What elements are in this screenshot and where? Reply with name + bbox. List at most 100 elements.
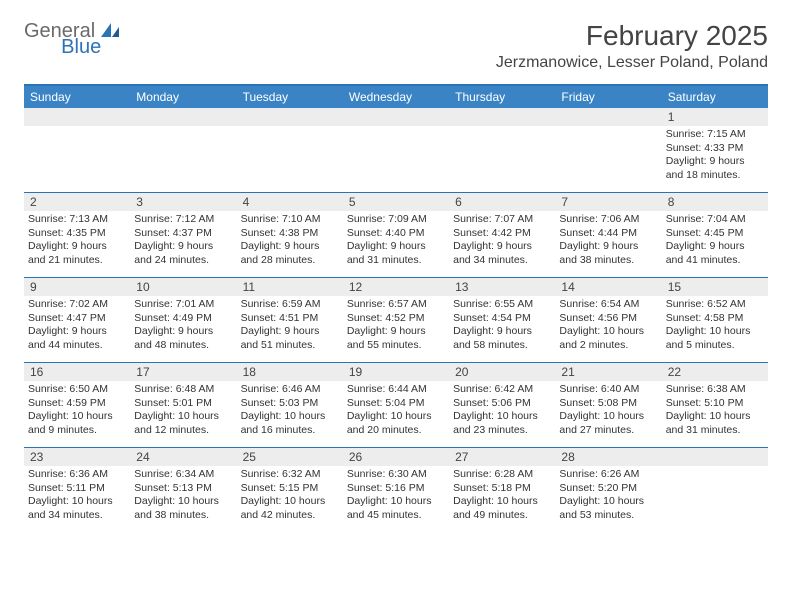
daylight-text: Daylight: 9 hours and 41 minutes. xyxy=(666,240,764,267)
day-number: 26 xyxy=(343,448,449,466)
logo-text-blue: Blue xyxy=(61,36,101,59)
sunset-text: Sunset: 5:01 PM xyxy=(134,397,232,411)
day-body: Sunrise: 6:42 AMSunset: 5:06 PMDaylight:… xyxy=(449,381,555,442)
day-number: 28 xyxy=(555,448,661,466)
day-number: 17 xyxy=(130,363,236,381)
day-body: Sunrise: 6:52 AMSunset: 4:58 PMDaylight:… xyxy=(662,296,768,357)
day-cell: 10Sunrise: 7:01 AMSunset: 4:49 PMDayligh… xyxy=(130,278,236,362)
day-body: Sunrise: 6:40 AMSunset: 5:08 PMDaylight:… xyxy=(555,381,661,442)
day-cell: 27Sunrise: 6:28 AMSunset: 5:18 PMDayligh… xyxy=(449,448,555,532)
day-number: 3 xyxy=(130,193,236,211)
sunset-text: Sunset: 4:45 PM xyxy=(666,227,764,241)
sunset-text: Sunset: 4:52 PM xyxy=(347,312,445,326)
day-cell: 22Sunrise: 6:38 AMSunset: 5:10 PMDayligh… xyxy=(662,363,768,447)
day-number: 18 xyxy=(237,363,343,381)
day-cell xyxy=(24,108,130,192)
sunrise-text: Sunrise: 6:42 AM xyxy=(453,383,551,397)
day-number: 20 xyxy=(449,363,555,381)
day-body: Sunrise: 6:46 AMSunset: 5:03 PMDaylight:… xyxy=(237,381,343,442)
daylight-text: Daylight: 9 hours and 38 minutes. xyxy=(559,240,657,267)
daylight-text: Daylight: 9 hours and 31 minutes. xyxy=(347,240,445,267)
sunrise-text: Sunrise: 6:55 AM xyxy=(453,298,551,312)
sunrise-text: Sunrise: 7:01 AM xyxy=(134,298,232,312)
day-cell: 13Sunrise: 6:55 AMSunset: 4:54 PMDayligh… xyxy=(449,278,555,362)
sunset-text: Sunset: 4:33 PM xyxy=(666,142,764,156)
sunrise-text: Sunrise: 6:40 AM xyxy=(559,383,657,397)
day-number xyxy=(343,108,449,126)
week-row: 23Sunrise: 6:36 AMSunset: 5:11 PMDayligh… xyxy=(24,447,768,532)
sunrise-text: Sunrise: 6:54 AM xyxy=(559,298,657,312)
day-cell: 1Sunrise: 7:15 AMSunset: 4:33 PMDaylight… xyxy=(662,108,768,192)
day-body: Sunrise: 6:54 AMSunset: 4:56 PMDaylight:… xyxy=(555,296,661,357)
day-number xyxy=(130,108,236,126)
day-number: 8 xyxy=(662,193,768,211)
day-cell: 5Sunrise: 7:09 AMSunset: 4:40 PMDaylight… xyxy=(343,193,449,277)
sunrise-text: Sunrise: 6:44 AM xyxy=(347,383,445,397)
day-number: 24 xyxy=(130,448,236,466)
header: General Blue February 2025 Jerzmanowice,… xyxy=(24,20,768,72)
sunset-text: Sunset: 5:10 PM xyxy=(666,397,764,411)
daylight-text: Daylight: 10 hours and 53 minutes. xyxy=(559,495,657,522)
day-body: Sunrise: 7:13 AMSunset: 4:35 PMDaylight:… xyxy=(24,211,130,272)
daylight-text: Daylight: 9 hours and 44 minutes. xyxy=(28,325,126,352)
day-body: Sunrise: 6:36 AMSunset: 5:11 PMDaylight:… xyxy=(24,466,130,527)
daylight-text: Daylight: 10 hours and 38 minutes. xyxy=(134,495,232,522)
day-cell: 20Sunrise: 6:42 AMSunset: 5:06 PMDayligh… xyxy=(449,363,555,447)
daylight-text: Daylight: 10 hours and 34 minutes. xyxy=(28,495,126,522)
day-cell: 21Sunrise: 6:40 AMSunset: 5:08 PMDayligh… xyxy=(555,363,661,447)
sunset-text: Sunset: 5:03 PM xyxy=(241,397,339,411)
day-number: 11 xyxy=(237,278,343,296)
day-number: 14 xyxy=(555,278,661,296)
sunrise-text: Sunrise: 6:36 AM xyxy=(28,468,126,482)
sunrise-text: Sunrise: 6:46 AM xyxy=(241,383,339,397)
day-number: 22 xyxy=(662,363,768,381)
day-body: Sunrise: 6:28 AMSunset: 5:18 PMDaylight:… xyxy=(449,466,555,527)
dow-tuesday: Tuesday xyxy=(237,86,343,108)
sunrise-text: Sunrise: 6:50 AM xyxy=(28,383,126,397)
day-body: Sunrise: 6:38 AMSunset: 5:10 PMDaylight:… xyxy=(662,381,768,442)
sunset-text: Sunset: 5:08 PM xyxy=(559,397,657,411)
day-cell: 24Sunrise: 6:34 AMSunset: 5:13 PMDayligh… xyxy=(130,448,236,532)
sunrise-text: Sunrise: 7:13 AM xyxy=(28,213,126,227)
day-number xyxy=(449,108,555,126)
daylight-text: Daylight: 10 hours and 9 minutes. xyxy=(28,410,126,437)
logo-sail-icon xyxy=(99,21,121,42)
daylight-text: Daylight: 9 hours and 24 minutes. xyxy=(134,240,232,267)
day-body: Sunrise: 7:01 AMSunset: 4:49 PMDaylight:… xyxy=(130,296,236,357)
day-cell xyxy=(343,108,449,192)
daylight-text: Daylight: 10 hours and 31 minutes. xyxy=(666,410,764,437)
day-cell: 26Sunrise: 6:30 AMSunset: 5:16 PMDayligh… xyxy=(343,448,449,532)
sunset-text: Sunset: 4:49 PM xyxy=(134,312,232,326)
day-number: 9 xyxy=(24,278,130,296)
sunrise-text: Sunrise: 7:07 AM xyxy=(453,213,551,227)
daylight-text: Daylight: 10 hours and 23 minutes. xyxy=(453,410,551,437)
day-cell: 6Sunrise: 7:07 AMSunset: 4:42 PMDaylight… xyxy=(449,193,555,277)
sunset-text: Sunset: 5:04 PM xyxy=(347,397,445,411)
week-row: 1Sunrise: 7:15 AMSunset: 4:33 PMDaylight… xyxy=(24,108,768,192)
daylight-text: Daylight: 10 hours and 49 minutes. xyxy=(453,495,551,522)
sunset-text: Sunset: 5:18 PM xyxy=(453,482,551,496)
day-body: Sunrise: 6:26 AMSunset: 5:20 PMDaylight:… xyxy=(555,466,661,527)
daylight-text: Daylight: 9 hours and 21 minutes. xyxy=(28,240,126,267)
day-body: Sunrise: 7:10 AMSunset: 4:38 PMDaylight:… xyxy=(237,211,343,272)
day-cell: 18Sunrise: 6:46 AMSunset: 5:03 PMDayligh… xyxy=(237,363,343,447)
daylight-text: Daylight: 10 hours and 16 minutes. xyxy=(241,410,339,437)
day-number: 6 xyxy=(449,193,555,211)
day-number: 15 xyxy=(662,278,768,296)
sunrise-text: Sunrise: 7:06 AM xyxy=(559,213,657,227)
dow-monday: Monday xyxy=(130,86,236,108)
sunrise-text: Sunrise: 6:26 AM xyxy=(559,468,657,482)
day-number: 10 xyxy=(130,278,236,296)
sunrise-text: Sunrise: 7:02 AM xyxy=(28,298,126,312)
day-number: 2 xyxy=(24,193,130,211)
day-cell: 16Sunrise: 6:50 AMSunset: 4:59 PMDayligh… xyxy=(24,363,130,447)
day-cell: 2Sunrise: 7:13 AMSunset: 4:35 PMDaylight… xyxy=(24,193,130,277)
dow-sunday: Sunday xyxy=(24,86,130,108)
weeks-container: 1Sunrise: 7:15 AMSunset: 4:33 PMDaylight… xyxy=(24,108,768,532)
week-row: 9 Sunrise: 7:02 AMSunset: 4:47 PMDaylight… xyxy=(24,277,768,362)
sunset-text: Sunset: 4:47 PM xyxy=(28,312,126,326)
day-cell xyxy=(662,448,768,532)
sunset-text: Sunset: 5:11 PM xyxy=(28,482,126,496)
sunrise-text: Sunrise: 6:59 AM xyxy=(241,298,339,312)
sunrise-text: Sunrise: 6:38 AM xyxy=(666,383,764,397)
